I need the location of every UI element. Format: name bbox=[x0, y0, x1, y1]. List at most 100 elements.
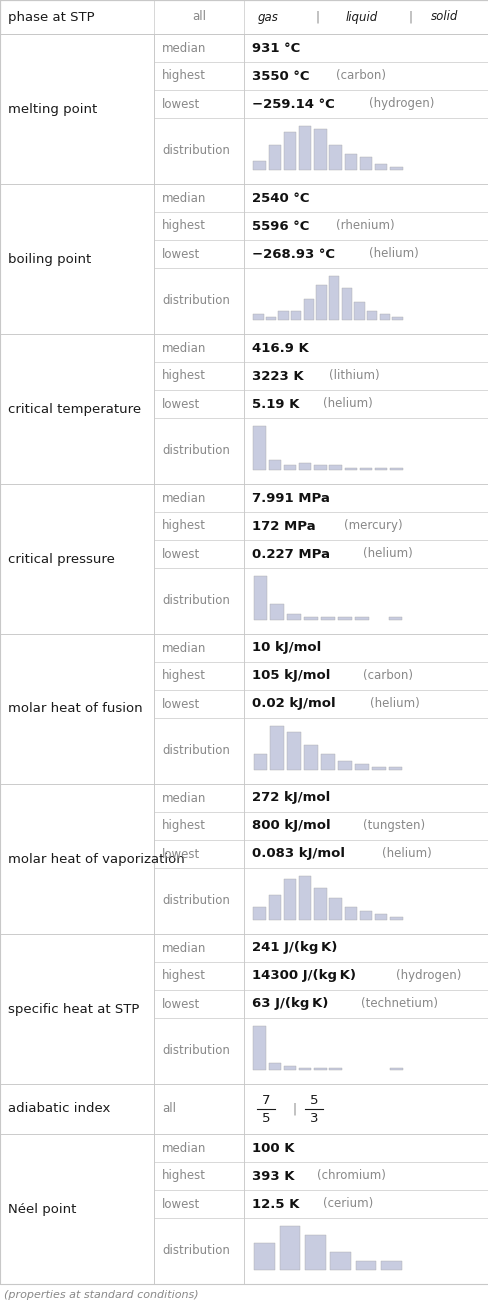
Text: 12.5 K: 12.5 K bbox=[251, 1197, 304, 1210]
Bar bbox=[154, 63, 244, 90]
Text: highest: highest bbox=[162, 969, 205, 982]
Bar bbox=[244, 635, 488, 662]
Text: median: median bbox=[162, 42, 206, 55]
Text: all: all bbox=[192, 10, 205, 23]
Bar bbox=[389, 1067, 402, 1070]
Bar bbox=[337, 616, 351, 620]
Bar bbox=[389, 167, 402, 169]
Text: 7.991 MPa: 7.991 MPa bbox=[251, 491, 334, 504]
Bar bbox=[359, 911, 371, 920]
Bar bbox=[244, 568, 488, 635]
Bar bbox=[253, 754, 267, 770]
Bar bbox=[244, 1134, 488, 1162]
Bar bbox=[0, 1134, 154, 1283]
Text: (carbon): (carbon) bbox=[335, 69, 386, 82]
Text: 5: 5 bbox=[309, 1095, 318, 1108]
Text: median: median bbox=[162, 491, 206, 504]
Bar bbox=[154, 1134, 244, 1162]
Bar bbox=[154, 1190, 244, 1218]
Bar bbox=[359, 468, 371, 470]
Bar bbox=[244, 662, 488, 691]
Bar bbox=[0, 1084, 154, 1134]
Bar bbox=[304, 745, 317, 770]
Bar bbox=[344, 468, 356, 470]
Bar bbox=[298, 1067, 311, 1070]
Bar bbox=[374, 913, 386, 920]
Bar bbox=[354, 302, 364, 321]
Text: median: median bbox=[162, 791, 206, 804]
Text: 241 J/(kg K): 241 J/(kg K) bbox=[251, 942, 341, 955]
Bar bbox=[321, 754, 334, 770]
Bar bbox=[268, 1063, 281, 1070]
Bar bbox=[154, 1018, 244, 1084]
Text: 2540 °C: 2540 °C bbox=[251, 192, 313, 205]
Text: 3550 °C: 3550 °C bbox=[251, 69, 313, 82]
Bar bbox=[244, 1018, 488, 1084]
Bar bbox=[0, 184, 154, 334]
Text: gas: gas bbox=[258, 10, 278, 23]
Bar bbox=[154, 691, 244, 718]
Bar bbox=[253, 314, 263, 321]
Bar bbox=[329, 1252, 350, 1270]
Text: 800 kJ/mol: 800 kJ/mol bbox=[251, 820, 335, 833]
Text: (properties at standard conditions): (properties at standard conditions) bbox=[4, 1290, 198, 1300]
Text: 10 kJ/mol: 10 kJ/mol bbox=[251, 641, 325, 654]
Text: 5: 5 bbox=[261, 1111, 270, 1124]
Text: critical temperature: critical temperature bbox=[8, 403, 141, 416]
Bar bbox=[328, 898, 341, 920]
Bar bbox=[154, 662, 244, 691]
Text: 0.02 kJ/mol: 0.02 kJ/mol bbox=[251, 697, 340, 710]
Text: lowest: lowest bbox=[162, 547, 200, 560]
Text: highest: highest bbox=[162, 69, 205, 82]
Bar bbox=[154, 90, 244, 119]
Bar bbox=[244, 539, 488, 568]
Bar bbox=[313, 129, 326, 169]
Text: (cerium): (cerium) bbox=[323, 1197, 372, 1210]
Text: 7: 7 bbox=[261, 1095, 270, 1108]
Bar bbox=[154, 34, 244, 63]
Bar bbox=[0, 483, 154, 635]
Bar bbox=[305, 1234, 325, 1270]
Bar bbox=[244, 119, 488, 184]
Bar bbox=[313, 465, 326, 470]
Text: all: all bbox=[162, 1102, 176, 1115]
Text: (rhenium): (rhenium) bbox=[335, 219, 394, 232]
Bar bbox=[388, 767, 402, 770]
Text: median: median bbox=[162, 341, 206, 354]
Text: median: median bbox=[162, 1141, 206, 1154]
Bar bbox=[244, 1084, 488, 1134]
Bar bbox=[0, 1134, 154, 1283]
Bar bbox=[354, 764, 368, 770]
Text: 5.19 K: 5.19 K bbox=[251, 397, 304, 410]
Bar bbox=[244, 691, 488, 718]
Bar bbox=[0, 784, 154, 934]
Text: (helium): (helium) bbox=[362, 547, 411, 560]
Bar bbox=[328, 145, 341, 169]
Text: distribution: distribution bbox=[162, 1045, 229, 1058]
Bar bbox=[244, 812, 488, 840]
Text: 0.083 kJ/mol: 0.083 kJ/mol bbox=[251, 847, 349, 860]
Text: highest: highest bbox=[162, 520, 205, 533]
Text: (tungsten): (tungsten) bbox=[363, 820, 425, 833]
Bar bbox=[298, 876, 311, 920]
Bar bbox=[268, 895, 281, 920]
Text: −268.93 °C: −268.93 °C bbox=[251, 248, 339, 261]
Text: (helium): (helium) bbox=[369, 697, 419, 710]
Text: distribution: distribution bbox=[162, 894, 229, 907]
Bar bbox=[379, 314, 389, 321]
Text: median: median bbox=[162, 192, 206, 205]
Bar bbox=[244, 63, 488, 90]
Text: lowest: lowest bbox=[162, 697, 200, 710]
Text: 63 J/(kg K): 63 J/(kg K) bbox=[251, 998, 332, 1011]
Bar bbox=[244, 483, 488, 512]
Text: distribution: distribution bbox=[162, 594, 229, 607]
Text: 0.227 MPa: 0.227 MPa bbox=[251, 547, 334, 560]
Text: highest: highest bbox=[162, 820, 205, 833]
Bar bbox=[344, 907, 356, 920]
Bar bbox=[388, 616, 402, 620]
Bar bbox=[278, 311, 288, 321]
Bar bbox=[244, 1218, 488, 1283]
Bar bbox=[0, 1084, 154, 1134]
Text: (hydrogen): (hydrogen) bbox=[368, 98, 433, 111]
Bar bbox=[253, 907, 265, 920]
